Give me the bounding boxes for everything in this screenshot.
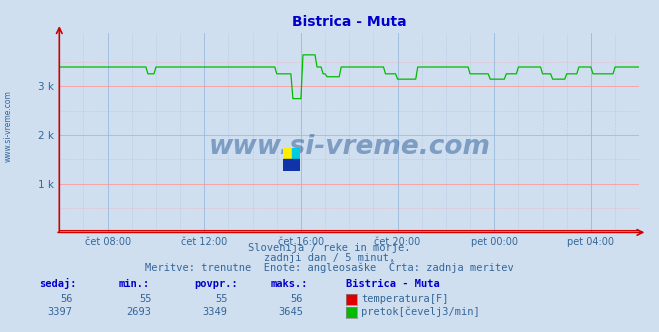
Text: povpr.:: povpr.:: [194, 279, 238, 289]
Bar: [283, 159, 300, 171]
Text: Meritve: trenutne  Enote: angleosaške  Črta: zadnja meritev: Meritve: trenutne Enote: angleosaške Črt…: [145, 261, 514, 273]
Text: temperatura[F]: temperatura[F]: [361, 294, 449, 304]
Title: Bistrica - Muta: Bistrica - Muta: [292, 15, 407, 29]
Text: zadnji dan / 5 minut.: zadnji dan / 5 minut.: [264, 253, 395, 263]
Text: 3397: 3397: [47, 307, 72, 317]
Text: Bistrica - Muta: Bistrica - Muta: [346, 279, 440, 289]
Text: www.si-vreme.com: www.si-vreme.com: [3, 90, 13, 162]
Text: 56: 56: [60, 294, 72, 304]
Text: www.si-vreme.com: www.si-vreme.com: [208, 134, 490, 160]
Text: Slovenija / reke in morje.: Slovenija / reke in morje.: [248, 243, 411, 253]
Bar: [292, 148, 300, 159]
Text: pretok[čevelj3/min]: pretok[čevelj3/min]: [361, 307, 480, 317]
Bar: [283, 148, 292, 159]
Text: 56: 56: [291, 294, 303, 304]
Text: 3349: 3349: [202, 307, 227, 317]
Text: maks.:: maks.:: [270, 279, 308, 289]
Text: 55: 55: [215, 294, 227, 304]
Text: min.:: min.:: [119, 279, 150, 289]
Text: 2693: 2693: [127, 307, 152, 317]
Text: 3645: 3645: [278, 307, 303, 317]
Text: 55: 55: [139, 294, 152, 304]
Text: sedaj:: sedaj:: [40, 278, 77, 289]
